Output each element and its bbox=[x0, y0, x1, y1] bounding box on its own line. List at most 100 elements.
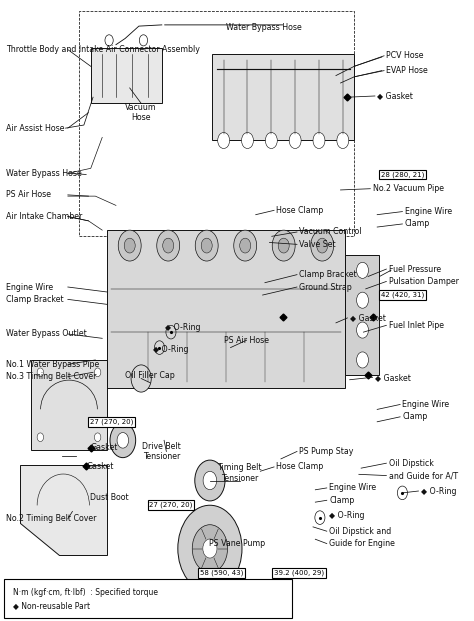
Circle shape bbox=[265, 132, 277, 148]
Circle shape bbox=[139, 35, 147, 46]
Text: Engine Wire: Engine Wire bbox=[329, 483, 376, 492]
Text: 42 (420, 31): 42 (420, 31) bbox=[381, 292, 424, 298]
Text: EVAP Hose: EVAP Hose bbox=[386, 66, 428, 75]
Circle shape bbox=[94, 433, 101, 442]
Polygon shape bbox=[20, 465, 107, 555]
Text: ◆ Non-reusable Part: ◆ Non-reusable Part bbox=[13, 602, 90, 610]
Text: Fuel Pressure: Fuel Pressure bbox=[389, 265, 441, 274]
Circle shape bbox=[203, 471, 217, 490]
Text: Ground Strap: Ground Strap bbox=[299, 283, 352, 291]
Text: ◆ Gasket: ◆ Gasket bbox=[377, 91, 413, 101]
Bar bbox=[31, 360, 107, 450]
Circle shape bbox=[203, 539, 217, 558]
Text: Vacuum
Hose: Vacuum Hose bbox=[126, 103, 157, 122]
Text: Valve Set: Valve Set bbox=[299, 240, 336, 249]
Circle shape bbox=[337, 132, 349, 148]
Text: 58 (590, 43): 58 (590, 43) bbox=[200, 570, 243, 576]
Text: PCV Hose: PCV Hose bbox=[386, 52, 424, 60]
Circle shape bbox=[37, 433, 44, 442]
Circle shape bbox=[110, 423, 136, 458]
Bar bbox=[107, 230, 345, 388]
Text: PS Air Hose: PS Air Hose bbox=[224, 336, 269, 345]
Circle shape bbox=[94, 368, 101, 377]
Text: Oil Dipstick and: Oil Dipstick and bbox=[329, 527, 392, 536]
Text: Clamp Bracket: Clamp Bracket bbox=[6, 295, 64, 304]
Text: 27 (270, 20): 27 (270, 20) bbox=[149, 502, 192, 509]
Text: ◆ O-Ring: ◆ O-Ring bbox=[153, 345, 189, 354]
Text: PS Pump Stay: PS Pump Stay bbox=[299, 447, 354, 456]
Text: Drive Belt
Tensioner: Drive Belt Tensioner bbox=[142, 442, 181, 461]
Text: Engine Wire: Engine Wire bbox=[402, 400, 449, 409]
Text: and Guide for A/T: and Guide for A/T bbox=[389, 471, 458, 480]
Text: Dust Boot: Dust Boot bbox=[90, 493, 128, 502]
Text: Engine Wire: Engine Wire bbox=[6, 283, 53, 291]
Circle shape bbox=[118, 230, 141, 261]
Circle shape bbox=[240, 238, 251, 253]
Circle shape bbox=[178, 505, 242, 592]
Circle shape bbox=[192, 525, 228, 573]
Text: 39.2 (400, 29): 39.2 (400, 29) bbox=[274, 570, 324, 576]
Circle shape bbox=[37, 368, 44, 377]
Text: ◆ O-Ring: ◆ O-Ring bbox=[164, 324, 200, 332]
Circle shape bbox=[356, 322, 368, 338]
Circle shape bbox=[356, 352, 368, 368]
Circle shape bbox=[163, 238, 173, 253]
Text: Water Bypass Outlet: Water Bypass Outlet bbox=[6, 330, 87, 338]
Circle shape bbox=[201, 238, 212, 253]
Text: Pulsation Damper: Pulsation Damper bbox=[389, 277, 458, 286]
Text: Water Bypass Hose: Water Bypass Hose bbox=[226, 23, 301, 32]
Text: 27 (270, 20): 27 (270, 20) bbox=[90, 419, 133, 425]
Text: ◆ Gasket: ◆ Gasket bbox=[375, 373, 411, 382]
Circle shape bbox=[278, 238, 289, 253]
Circle shape bbox=[117, 433, 128, 448]
Circle shape bbox=[131, 365, 151, 392]
Text: Water Bypass Hose: Water Bypass Hose bbox=[6, 169, 82, 178]
Circle shape bbox=[218, 132, 229, 148]
Text: PS Vane Pump: PS Vane Pump bbox=[210, 539, 265, 548]
Circle shape bbox=[311, 230, 334, 261]
Bar bbox=[212, 54, 354, 140]
Text: Vacuum Control: Vacuum Control bbox=[299, 227, 362, 237]
Circle shape bbox=[105, 35, 113, 46]
Text: No.2 Vacuum Pipe: No.2 Vacuum Pipe bbox=[373, 184, 444, 193]
Circle shape bbox=[272, 230, 295, 261]
Circle shape bbox=[195, 230, 218, 261]
Circle shape bbox=[234, 230, 256, 261]
Text: Throttle Body and Intake Air Connector Assembly: Throttle Body and Intake Air Connector A… bbox=[6, 45, 200, 54]
Text: Clamp: Clamp bbox=[402, 412, 428, 421]
Text: Clamp Bracket: Clamp Bracket bbox=[299, 270, 357, 279]
Bar bbox=[91, 48, 162, 103]
Text: Gasket: Gasket bbox=[91, 443, 118, 452]
Circle shape bbox=[356, 292, 368, 308]
Text: No.2 Timing Belt Cover: No.2 Timing Belt Cover bbox=[6, 514, 96, 524]
Circle shape bbox=[195, 460, 225, 501]
Circle shape bbox=[317, 238, 328, 253]
Circle shape bbox=[242, 132, 254, 148]
Text: No.1 Water Bypass Pipe: No.1 Water Bypass Pipe bbox=[6, 360, 99, 369]
Text: Air Intake Chamber: Air Intake Chamber bbox=[6, 212, 82, 221]
Text: ◆ O-Ring: ◆ O-Ring bbox=[421, 486, 456, 496]
Circle shape bbox=[356, 262, 368, 278]
Text: ◆ O-Ring: ◆ O-Ring bbox=[329, 511, 365, 520]
Text: 28 (280, 21): 28 (280, 21) bbox=[381, 171, 424, 178]
Text: No.3 Timing Belt Cover: No.3 Timing Belt Cover bbox=[6, 372, 96, 381]
Bar bbox=[79, 11, 354, 237]
Text: Fuel Inlet Pipe: Fuel Inlet Pipe bbox=[389, 321, 444, 330]
Text: Engine Wire: Engine Wire bbox=[405, 207, 452, 216]
Text: Gasket: Gasket bbox=[86, 462, 114, 471]
Circle shape bbox=[124, 238, 135, 253]
Circle shape bbox=[157, 230, 180, 261]
Text: N·m (kgf·cm, ft·lbf)  : Specified torque: N·m (kgf·cm, ft·lbf) : Specified torque bbox=[13, 588, 158, 597]
Text: ◆ Gasket: ◆ Gasket bbox=[350, 314, 385, 322]
Text: Air Assist Hose: Air Assist Hose bbox=[6, 124, 64, 133]
FancyBboxPatch shape bbox=[4, 579, 292, 618]
Text: Oil Dipstick: Oil Dipstick bbox=[389, 459, 434, 468]
Text: Guide for Engine: Guide for Engine bbox=[329, 539, 395, 548]
Bar bbox=[345, 255, 380, 376]
Text: Timing Belt
Tensioner: Timing Belt Tensioner bbox=[218, 463, 262, 483]
Text: Clamp: Clamp bbox=[405, 219, 430, 229]
Text: Clamp: Clamp bbox=[329, 496, 354, 505]
Circle shape bbox=[313, 132, 325, 148]
Text: Oil Filler Cap: Oil Filler Cap bbox=[126, 371, 175, 380]
Text: Hose Clamp: Hose Clamp bbox=[276, 463, 324, 471]
